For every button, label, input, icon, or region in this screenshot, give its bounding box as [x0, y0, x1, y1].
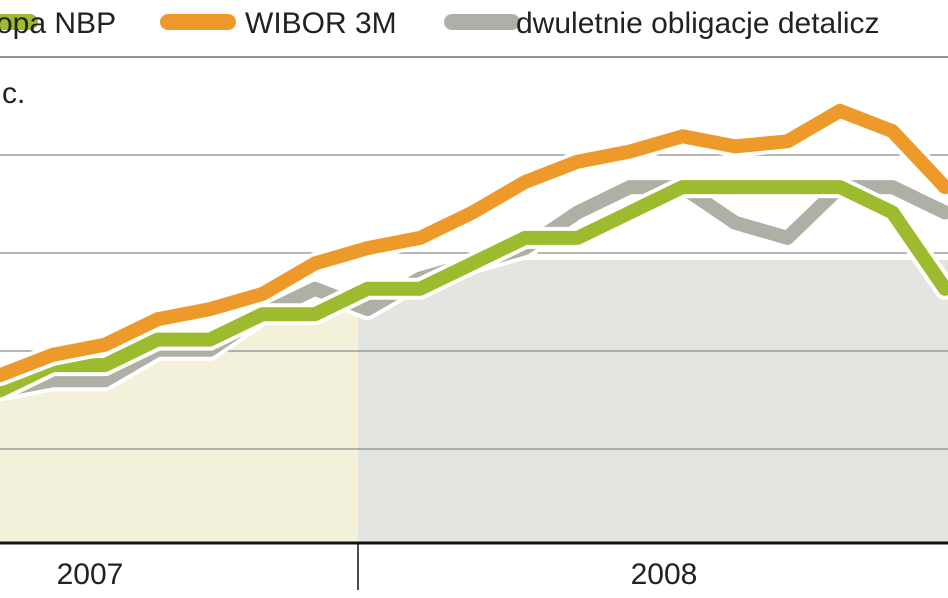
point-wibor-3m-6	[314, 262, 316, 264]
point-dwuletnie-obligacje-detalicz-17	[892, 186, 893, 188]
point-wibor-3m-15	[787, 140, 788, 142]
point-dwuletnie-obligacje-detalicz-7	[367, 308, 368, 310]
point-wibor-3m-14	[734, 145, 736, 147]
point-wibor-3m-5	[262, 293, 263, 295]
point-wibor-3m-16	[839, 110, 841, 112]
x-tick-label-2008: 2008	[631, 558, 698, 591]
point-opa-nbp-5	[262, 313, 263, 315]
point-opa-nbp-16	[839, 186, 841, 188]
point-opa-nbp-11	[577, 237, 578, 239]
point-dwuletnie-obligacje-detalicz-1	[52, 379, 53, 381]
shaded-period-2008	[358, 260, 948, 543]
series-layer	[0, 99, 948, 402]
point-wibor-3m-10	[524, 181, 526, 183]
point-opa-nbp-18	[944, 288, 946, 290]
x-axis: 2007 2008	[0, 541, 948, 591]
point-wibor-3m-2	[104, 344, 106, 346]
point-wibor-3m-4	[209, 308, 211, 310]
point-opa-nbp-15	[787, 186, 788, 188]
legend-label-wibor-3m: WIBOR 3M	[245, 7, 397, 40]
point-wibor-3m-13	[682, 135, 683, 137]
point-dwuletnie-obligacje-detalicz-2	[104, 379, 106, 381]
legend: opa NBP WIBOR 3M dwuletnie obligacje detal…	[0, 7, 880, 40]
point-dwuletnie-obligacje-detalicz-14	[734, 222, 736, 224]
point-opa-nbp-9	[472, 262, 473, 264]
point-wibor-3m-17	[892, 130, 893, 132]
point-opa-nbp-17	[892, 212, 893, 213]
point-opa-nbp-14	[734, 186, 736, 188]
point-wibor-3m-9	[472, 212, 473, 213]
point-opa-nbp-3	[157, 339, 158, 341]
point-wibor-3m-11	[577, 161, 578, 163]
point-wibor-3m-8	[419, 237, 421, 239]
point-wibor-3m-7	[367, 247, 368, 249]
point-opa-nbp-12	[629, 212, 631, 213]
point-dwuletnie-obligacje-detalicz-11	[577, 212, 578, 213]
point-opa-nbp-7	[367, 288, 368, 290]
point-opa-nbp-0	[0, 390, 1, 391]
point-wibor-3m-3	[157, 318, 158, 320]
unit-label: c.	[2, 77, 25, 110]
legend-label-opa-nbp: opa NBP	[0, 7, 116, 40]
point-opa-nbp-4	[209, 339, 211, 341]
point-wibor-3m-12	[629, 151, 631, 152]
point-wibor-3m-1	[52, 354, 53, 356]
point-wibor-3m-18	[944, 186, 946, 188]
point-dwuletnie-obligacje-detalicz-6	[314, 288, 316, 290]
point-dwuletnie-obligacje-detalicz-18	[944, 212, 946, 213]
point-dwuletnie-obligacje-detalicz-15	[787, 237, 788, 239]
point-opa-nbp-10	[524, 237, 526, 239]
point-opa-nbp-6	[314, 313, 316, 315]
x-tick-label-2007: 2007	[57, 558, 124, 591]
point-opa-nbp-8	[419, 288, 421, 290]
legend-label-dwuletnie-obligacje-detalicz: dwuletnie obligacje detalicz	[516, 7, 880, 40]
point-dwuletnie-obligacje-detalicz-12	[629, 186, 631, 188]
point-wibor-3m-0	[0, 374, 1, 376]
point-opa-nbp-2	[104, 364, 106, 366]
point-opa-nbp-13	[682, 186, 683, 188]
